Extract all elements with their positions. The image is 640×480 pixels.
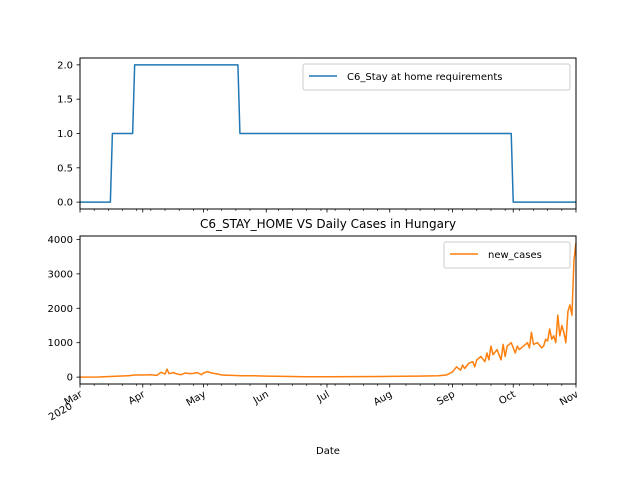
stay-home-subplot: 0.0 0.5 1.0 1.5 2.0 C6_Stay at home requirem… — [57, 57, 577, 213]
stay-home-y-tick-label: 0.0 — [57, 198, 73, 209]
stay-home-y-tick-label: 2.0 — [57, 60, 73, 71]
stay-home-series-group — [80, 64, 576, 203]
x-axis-title: Date — [316, 446, 340, 457]
chart-title: C6_STAY_HOME VS Daily Cases in Hungary — [200, 217, 456, 231]
stay-home-y-tick-label: 1.5 — [57, 95, 73, 106]
stay-home-y-axis: 0.0 0.5 1.0 1.5 2.0 — [57, 60, 80, 209]
stay-home-legend-box — [302, 63, 571, 91]
daily-cases-legend: new_cases — [443, 241, 571, 269]
daily-cases-plot-frame — [79, 235, 577, 385]
daily-cases-series-line-0 — [79, 242, 577, 378]
stay-home-y-tick-label: 1.0 — [57, 129, 73, 140]
stay-home-legend: C6_Stay at home requirements — [302, 63, 571, 91]
daily-cases-y-axis: 0 1000 2000 3000 4000 — [48, 235, 80, 384]
daily-cases-legend-box — [443, 241, 571, 269]
daily-cases-legend-label: new_cases — [488, 250, 542, 261]
daily-cases-y-tick-label: 0 — [67, 373, 73, 384]
daily-cases-y-tick-label: 3000 — [48, 269, 73, 280]
stay-home-legend-label: C6_Stay at home requirements — [347, 72, 503, 83]
daily-cases-series-group — [79, 242, 577, 378]
stay-home-series-line-0 — [80, 64, 576, 203]
daily-cases-y-tick-label: 1000 — [48, 338, 73, 349]
stay-home-plot-frame — [79, 57, 577, 210]
daily-cases-y-tick-label: 2000 — [48, 304, 73, 315]
daily-cases-y-tick-label: 4000 — [48, 235, 73, 246]
stay-home-y-tick-label: 0.5 — [57, 163, 73, 174]
